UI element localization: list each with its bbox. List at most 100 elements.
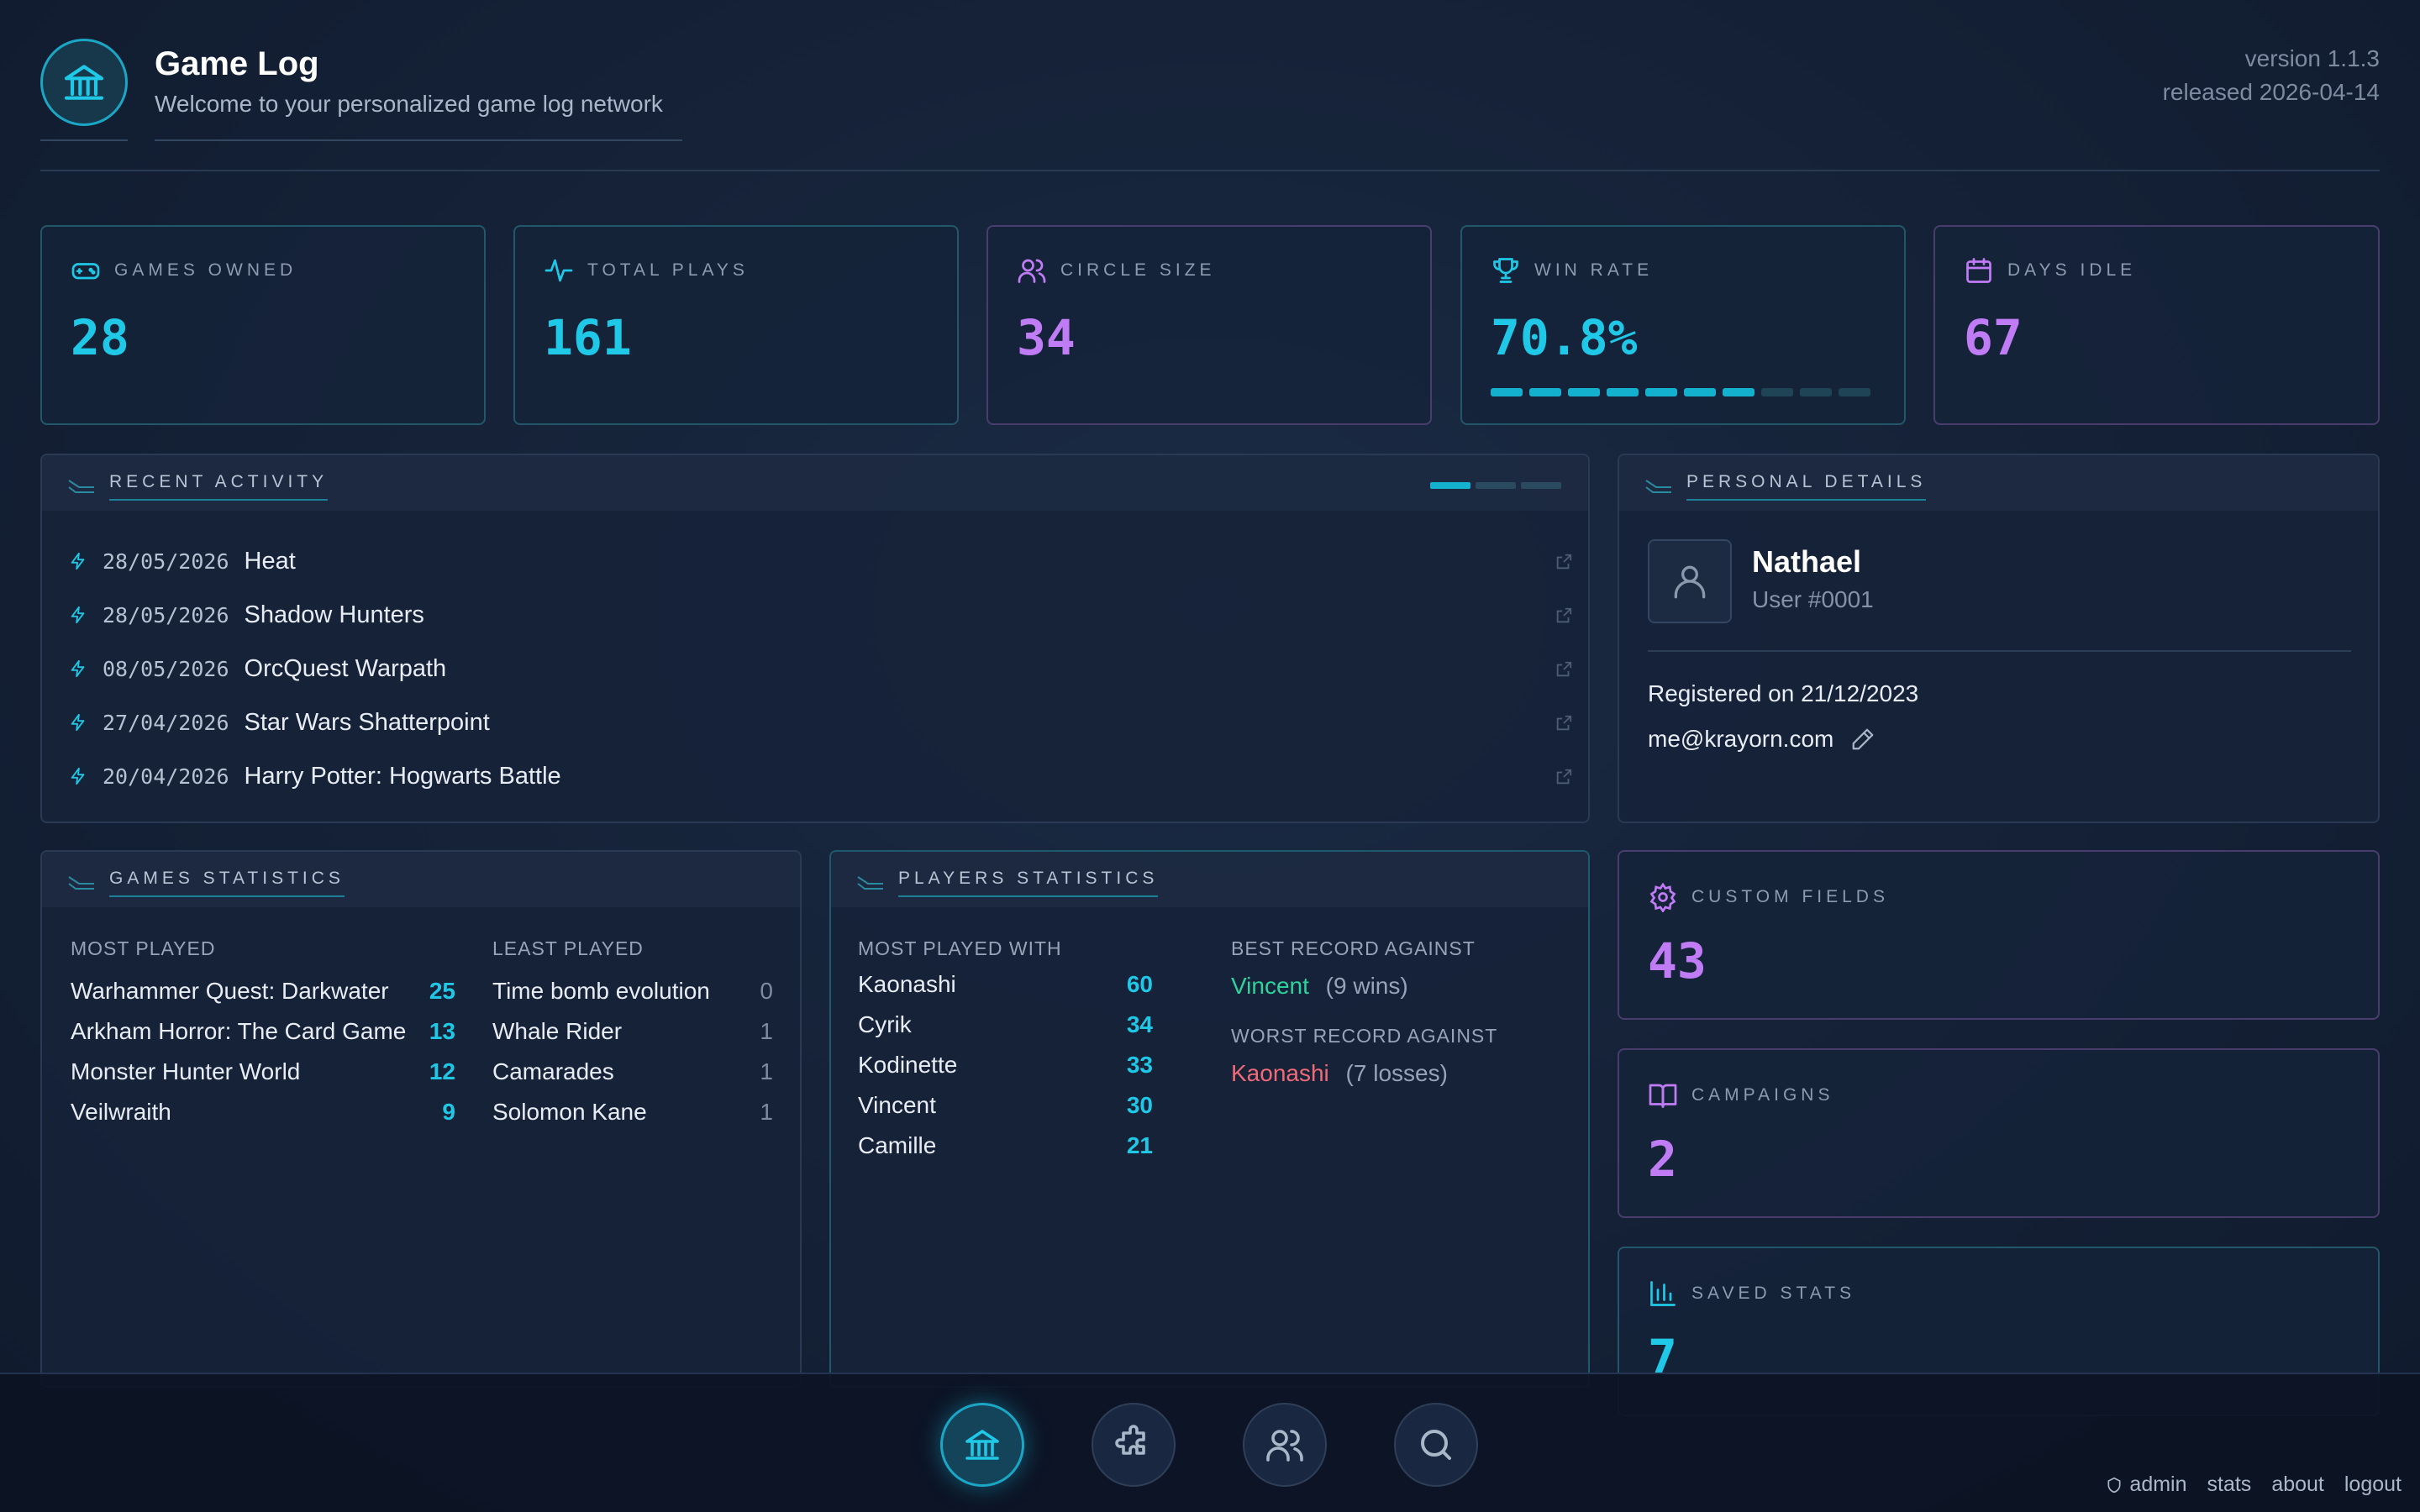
progress-segment bbox=[1684, 388, 1716, 396]
external-link-icon[interactable] bbox=[1555, 660, 1573, 679]
activity-name: OrcQuest Warpath bbox=[244, 654, 447, 682]
activity-date: 28/05/2026 bbox=[103, 549, 229, 574]
least-played-game[interactable]: Camarades bbox=[492, 1058, 614, 1084]
stat-card-games-owned[interactable]: GAMES OWNED 28 bbox=[40, 225, 486, 425]
activity-name: Harry Potter: Hogwarts Battle bbox=[244, 762, 561, 790]
activity-icon bbox=[544, 259, 573, 282]
player-name[interactable]: Vincent bbox=[858, 1092, 936, 1118]
win-rate-progress-bar bbox=[1491, 388, 1870, 396]
worst-record-player[interactable]: Kaonashi bbox=[1231, 1060, 1329, 1086]
player-name[interactable]: Kaonashi bbox=[858, 971, 956, 997]
panel-header: GAMES STATISTICS bbox=[42, 852, 800, 907]
activity-date: 27/04/2026 bbox=[103, 710, 229, 735]
stat-label-text: WIN RATE bbox=[1534, 260, 1654, 280]
lightning-icon bbox=[71, 552, 85, 570]
play-count: 34 bbox=[1126, 1011, 1153, 1037]
pager-dots[interactable] bbox=[1430, 482, 1561, 489]
player-name[interactable]: Camille bbox=[858, 1132, 937, 1158]
activity-item[interactable]: 28/05/2026 Shadow Hunters bbox=[69, 598, 1573, 632]
play-count: 1 bbox=[760, 1099, 773, 1125]
play-count: 12 bbox=[429, 1058, 455, 1084]
panel-header: PERSONAL DETAILS bbox=[1619, 455, 2378, 511]
external-link-icon[interactable] bbox=[1555, 768, 1573, 786]
users-icon bbox=[1266, 1430, 1303, 1462]
progress-segment bbox=[1800, 388, 1832, 396]
header: Game Log Welcome to your personalized ga… bbox=[40, 39, 2380, 171]
play-count: 0 bbox=[760, 978, 773, 1004]
version-info: version 1.1.3 released 2026-04-14 bbox=[2163, 42, 2380, 109]
stat-label-text: CAMPAIGNS bbox=[1691, 1085, 1834, 1105]
panel-title: GAMES STATISTICS bbox=[109, 869, 345, 897]
book-icon bbox=[1649, 1084, 1677, 1108]
external-link-icon[interactable] bbox=[1555, 714, 1573, 732]
nav-games-button[interactable] bbox=[1092, 1403, 1176, 1487]
logout-link[interactable]: logout bbox=[2344, 1473, 2402, 1496]
streak-icon bbox=[857, 876, 883, 890]
activity-item[interactable]: 27/04/2026 Star Wars Shatterpoint bbox=[69, 706, 1573, 739]
footer-links: admin stats about logout bbox=[2106, 1473, 2402, 1497]
stat-label-text: GAMES OWNED bbox=[114, 260, 297, 280]
lightning-icon bbox=[71, 767, 85, 785]
stat-label-text: CIRCLE SIZE bbox=[1060, 260, 1216, 280]
logo-underline bbox=[40, 139, 128, 141]
streak-icon bbox=[1645, 480, 1671, 493]
nav-search-button[interactable] bbox=[1394, 1403, 1478, 1487]
activity-item[interactable]: 20/04/2026 Harry Potter: Hogwarts Battle bbox=[69, 759, 1573, 793]
stat-card-circle-size[interactable]: CIRCLE SIZE 34 bbox=[986, 225, 1432, 425]
stat-label-text: DAYS IDLE bbox=[2007, 260, 2137, 280]
least-played-game[interactable]: Time bomb evolution bbox=[492, 978, 710, 1004]
custom-fields-card[interactable]: CUSTOM FIELDS 43 bbox=[1618, 850, 2380, 1020]
best-record-label: BEST RECORD AGAINST bbox=[1231, 937, 1476, 959]
streak-icon bbox=[68, 876, 94, 890]
progress-segment bbox=[1839, 388, 1870, 396]
lightning-icon bbox=[71, 606, 85, 624]
player-name[interactable]: Cyrik bbox=[858, 1011, 912, 1037]
progress-segment bbox=[1723, 388, 1754, 396]
activity-item[interactable]: 28/05/2026 Heat bbox=[69, 544, 1573, 578]
gamepad-icon bbox=[71, 263, 100, 280]
nav-home-button[interactable] bbox=[940, 1403, 1024, 1487]
pencil-icon[interactable] bbox=[1850, 727, 1876, 752]
about-link[interactable]: about bbox=[2271, 1473, 2324, 1496]
stat-card-total-plays[interactable]: TOTAL PLAYS 161 bbox=[513, 225, 959, 425]
play-count: 25 bbox=[429, 978, 455, 1004]
games-statistics-panel: GAMES STATISTICS MOST PLAYED LEAST PLAYE… bbox=[40, 850, 802, 1388]
most-played-game[interactable]: Monster Hunter World bbox=[71, 1058, 301, 1084]
player-name[interactable]: Kodinette bbox=[858, 1052, 958, 1078]
user-name: Nathael bbox=[1752, 544, 1862, 579]
least-played-game[interactable]: Solomon Kane bbox=[492, 1099, 647, 1125]
stat-card-win-rate[interactable]: WIN RATE 70.8% bbox=[1460, 225, 1906, 425]
stat-card-days-idle[interactable]: DAYS IDLE 67 bbox=[1933, 225, 2380, 425]
worst-record-detail: (7 losses) bbox=[1345, 1060, 1448, 1086]
calendar-icon bbox=[1966, 258, 1991, 283]
stat-value: 70.8% bbox=[1491, 309, 1638, 366]
activity-name: Shadow Hunters bbox=[244, 601, 424, 628]
activity-name: Star Wars Shatterpoint bbox=[244, 708, 490, 736]
panel-title: RECENT ACTIVITY bbox=[109, 472, 329, 501]
email-row: me@krayorn.com bbox=[1648, 726, 1876, 753]
most-played-game[interactable]: Arkham Horror: The Card Game bbox=[71, 1018, 407, 1044]
least-played-game[interactable]: Whale Rider bbox=[492, 1018, 623, 1044]
progress-segment bbox=[1607, 388, 1639, 396]
external-link-icon[interactable] bbox=[1555, 606, 1573, 625]
campaigns-card[interactable]: CAMPAIGNS 2 bbox=[1618, 1048, 2380, 1218]
stat-value: 67 bbox=[1964, 309, 2023, 366]
nav-players-button[interactable] bbox=[1243, 1403, 1327, 1487]
recent-activity-panel: RECENT ACTIVITY 28/05/2026 Heat 28/05/20… bbox=[40, 454, 1590, 823]
stat-value: 28 bbox=[71, 309, 129, 366]
most-played-game[interactable]: Warhammer Quest: Darkwater bbox=[71, 978, 389, 1004]
lightning-icon bbox=[71, 659, 85, 678]
admin-link[interactable]: admin bbox=[2106, 1473, 2187, 1497]
avatar bbox=[1648, 539, 1732, 623]
best-record-player[interactable]: Vincent bbox=[1231, 973, 1309, 999]
stat-value: 43 bbox=[1648, 932, 1707, 990]
personal-details-panel: PERSONAL DETAILS Nathael User #0001 Regi… bbox=[1618, 454, 2380, 823]
worst-record-row: Kaonashi (7 losses) bbox=[1231, 1060, 1448, 1087]
activity-item[interactable]: 08/05/2026 OrcQuest Warpath bbox=[69, 652, 1573, 685]
lightning-icon bbox=[71, 713, 85, 732]
most-played-game[interactable]: Veilwraith bbox=[71, 1099, 171, 1125]
bank-icon[interactable] bbox=[40, 39, 128, 126]
progress-segment bbox=[1568, 388, 1600, 396]
stats-link[interactable]: stats bbox=[2207, 1473, 2252, 1496]
external-link-icon[interactable] bbox=[1555, 553, 1573, 571]
